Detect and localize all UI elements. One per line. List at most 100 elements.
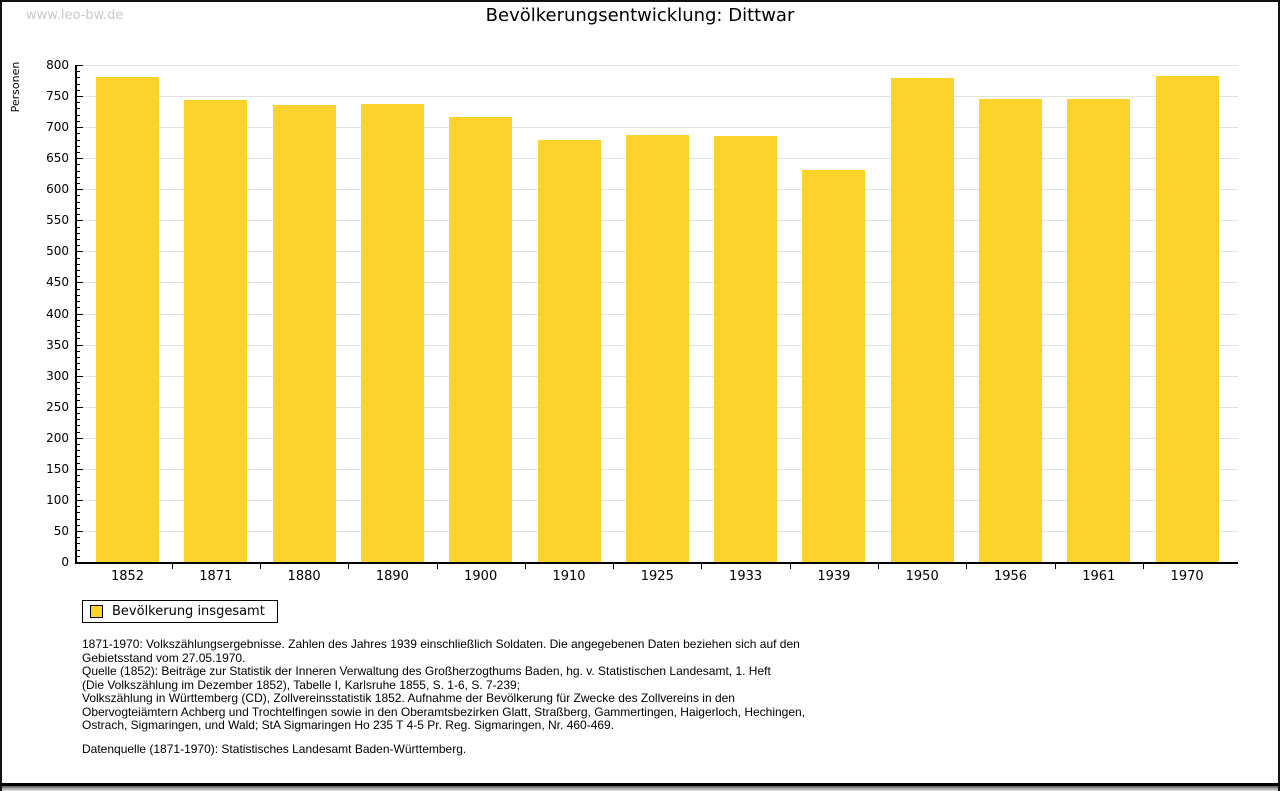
bar: [449, 117, 513, 562]
y-minor-tick: [77, 319, 80, 321]
bar: [1155, 75, 1219, 562]
x-tick: [1142, 564, 1144, 569]
datasource-note: Datenquelle (1871-1970): Statistisches L…: [82, 742, 467, 756]
y-minor-tick: [77, 412, 80, 414]
y-minor-tick: [77, 443, 80, 445]
footnote-line: Ostrach, Sigmaringen, und Wald; StA Sigm…: [82, 718, 615, 732]
x-tick: [613, 564, 615, 569]
bar: [802, 169, 866, 562]
x-tick-label: 1961: [1082, 569, 1116, 584]
y-major-tick: [77, 158, 83, 160]
x-tick-label: 1925: [640, 569, 674, 584]
y-tick-label: 650: [46, 151, 69, 166]
bar: [890, 78, 954, 562]
y-minor-tick: [77, 400, 80, 402]
y-tick-label: 300: [46, 368, 69, 383]
y-tick-label: 700: [46, 120, 69, 135]
y-minor-tick: [77, 388, 80, 390]
legend-label: Bevölkerung insgesamt: [112, 604, 265, 619]
y-tick-label: 50: [53, 523, 69, 538]
footnote-line: (Die Volkszählung im Dezember 1852), Tab…: [82, 677, 521, 692]
y-major-tick: [77, 406, 83, 408]
y-minor-tick: [77, 183, 80, 185]
y-tick-label: 350: [46, 337, 69, 352]
y-minor-tick: [77, 363, 80, 365]
x-tick: [701, 564, 703, 569]
x-tick: [524, 564, 526, 569]
x-tick-label: 1910: [552, 569, 586, 584]
y-major-tick: [77, 96, 83, 98]
y-minor-tick: [77, 456, 80, 458]
y-tick-label: 450: [46, 275, 69, 290]
y-major-tick: [77, 313, 83, 315]
bar: [979, 98, 1042, 562]
y-minor-tick: [77, 232, 80, 234]
y-minor-tick: [77, 506, 80, 508]
y-major-tick: [77, 220, 83, 222]
y-minor-tick: [77, 170, 80, 172]
x-tick-label: 1880: [287, 569, 321, 584]
footnote-line: Obervogteiämtern Achberg und Trochtelfin…: [82, 704, 806, 719]
y-tick-label: 100: [46, 492, 69, 507]
y-minor-tick: [77, 276, 80, 278]
y-major-tick: [77, 65, 83, 66]
y-minor-tick: [77, 549, 80, 551]
y-minor-tick: [77, 238, 80, 240]
y-minor-tick: [77, 288, 80, 290]
y-tick-label: 400: [46, 306, 69, 321]
y-minor-tick: [77, 226, 80, 228]
y-major-tick: [77, 530, 83, 532]
y-minor-tick: [77, 151, 80, 153]
y-axis-label: Personen: [9, 61, 22, 113]
y-minor-tick: [77, 164, 80, 166]
y-minor-tick: [77, 257, 80, 259]
gridline: [77, 127, 1238, 129]
y-major-tick: [77, 344, 83, 346]
footnote-line: Volkszählung in Württemberg (CD), Zollve…: [82, 691, 735, 705]
x-tick-label: 1970: [1170, 569, 1204, 584]
y-axis-line: [75, 65, 77, 564]
x-tick-label: 1939: [817, 569, 851, 584]
x-tick: [259, 564, 261, 569]
footnote-line: Quelle (1852): Beiträge zur Statistik de…: [82, 664, 771, 678]
x-tick: [878, 564, 880, 569]
y-minor-tick: [77, 270, 80, 271]
x-axis-line: [75, 562, 1238, 564]
chart-title: Bevölkerungsentwicklung: Dittwar: [485, 5, 795, 26]
y-minor-tick: [77, 195, 80, 197]
y-minor-tick: [77, 381, 80, 383]
footnotes: 1871-1970: Volkszählungsergebnisse. Zahl…: [82, 637, 942, 733]
y-minor-tick: [77, 176, 80, 178]
y-minor-tick: [77, 77, 80, 79]
y-minor-tick: [77, 555, 80, 557]
x-tick-label: 1956: [993, 569, 1028, 584]
x-tick-label: 1900: [464, 569, 498, 584]
y-minor-tick: [77, 332, 80, 334]
y-minor-tick: [77, 294, 80, 296]
x-tick-label: 1871: [199, 569, 233, 584]
y-minor-tick: [77, 425, 80, 427]
y-minor-tick: [77, 263, 80, 265]
y-minor-tick: [77, 89, 80, 91]
y-minor-tick: [77, 493, 80, 495]
y-minor-tick: [77, 450, 80, 452]
y-minor-tick: [77, 356, 80, 358]
y-minor-tick: [77, 543, 80, 545]
y-minor-tick: [77, 518, 80, 520]
bar: [625, 135, 689, 562]
y-minor-tick: [77, 487, 80, 489]
y-tick-label: 200: [46, 430, 69, 445]
y-minor-tick: [77, 524, 80, 526]
bar: [537, 139, 601, 562]
footnote-line: 1871-1970: Volkszählungsergebnisse. Zahl…: [82, 637, 800, 651]
y-major-tick: [77, 437, 83, 439]
y-minor-tick: [77, 394, 80, 396]
y-tick-label: 550: [46, 213, 69, 228]
y-major-tick: [77, 251, 83, 253]
gridline: [77, 96, 1238, 98]
y-minor-tick: [77, 201, 80, 203]
y-tick-label: 250: [46, 399, 69, 414]
x-tick: [1054, 564, 1056, 569]
x-tick: [171, 564, 173, 569]
y-major-tick: [77, 282, 83, 284]
